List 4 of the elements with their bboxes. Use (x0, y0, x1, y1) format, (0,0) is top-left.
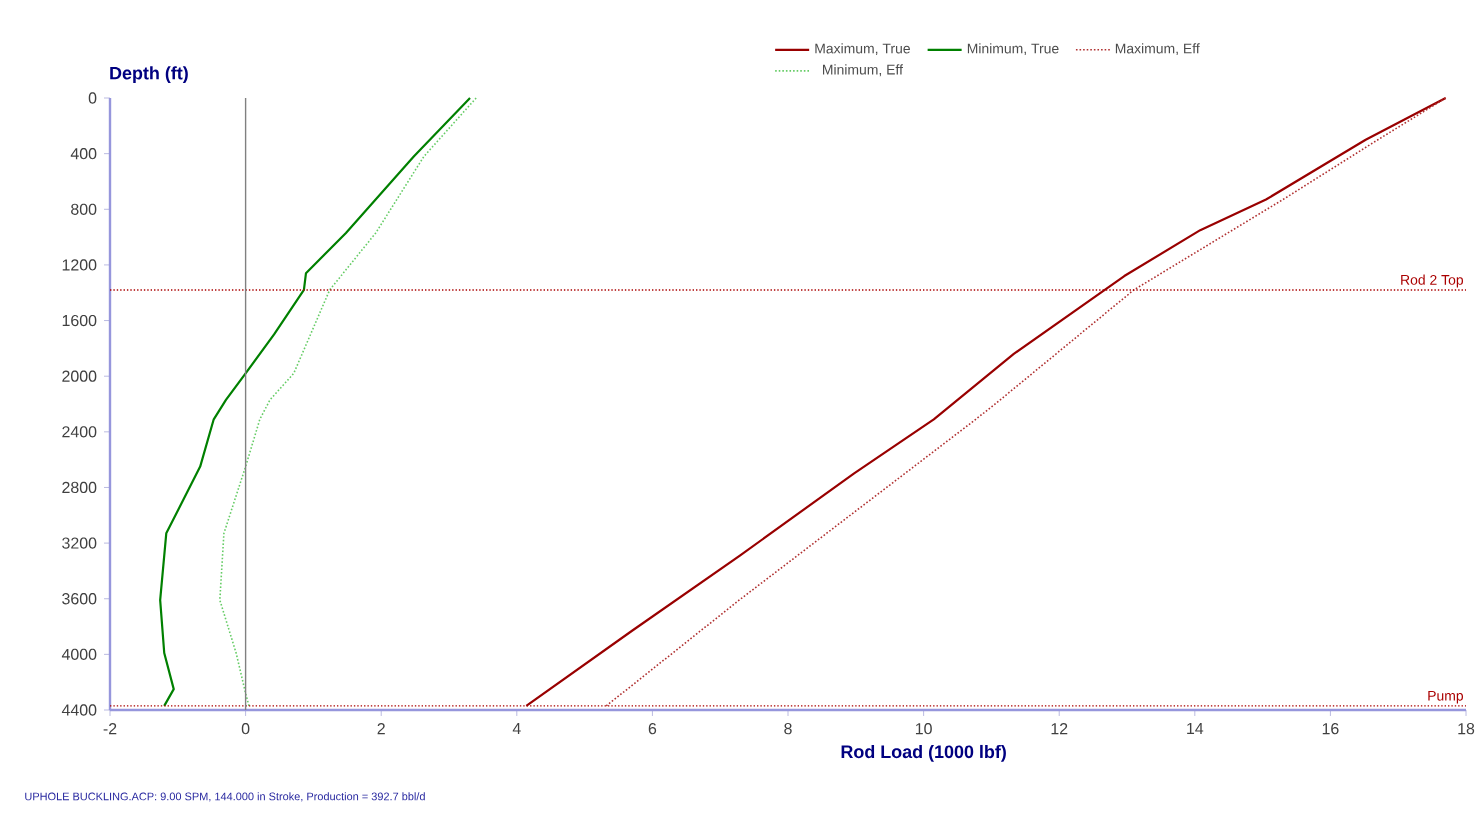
x-axis-title: Rod Load (1000 lbf) (841, 744, 1006, 762)
y-axis-title: Depth (ft) (110, 66, 188, 83)
line-series (159, 96, 472, 707)
line-series (219, 97, 477, 707)
